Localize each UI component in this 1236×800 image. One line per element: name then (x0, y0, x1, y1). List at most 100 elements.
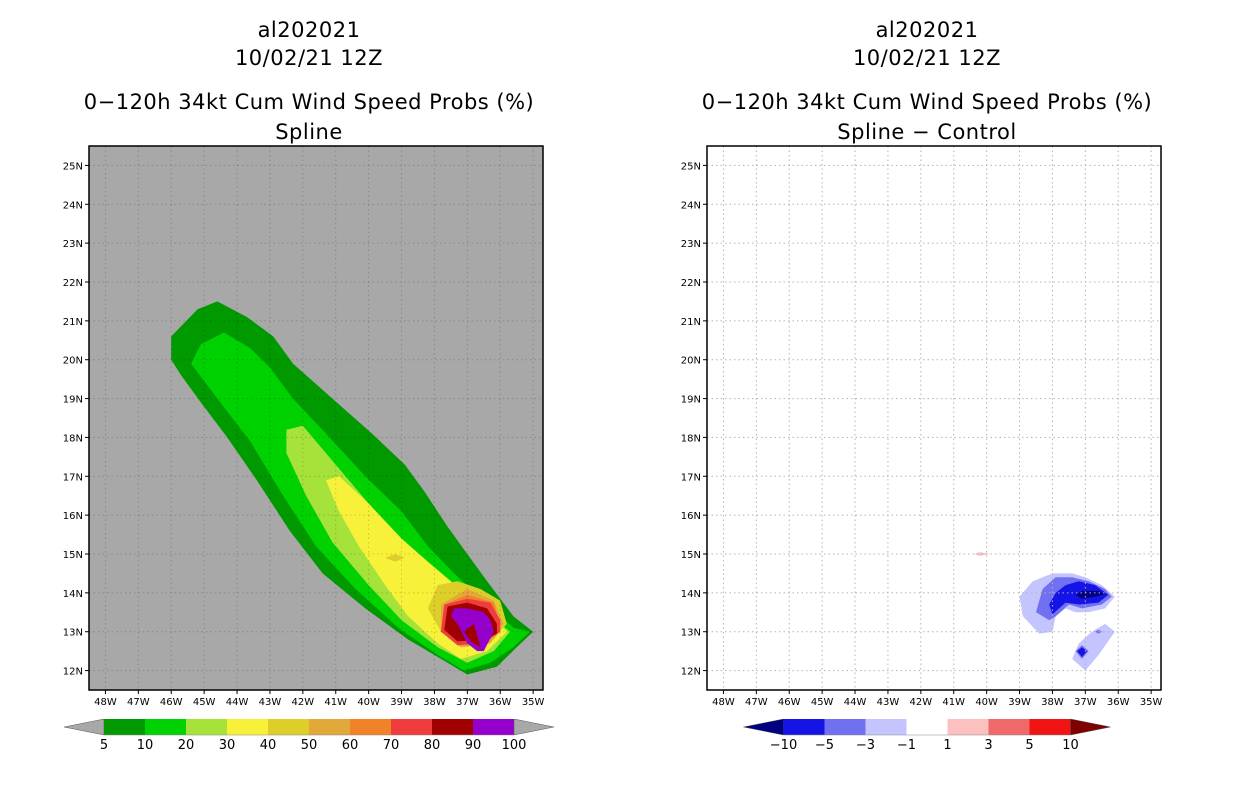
colorbar-under-triangle (63, 718, 105, 736)
right-panel: al202021 10/02/21 12Z 0−120h 34kt Cum Wi… (618, 0, 1236, 800)
colorbar-label: 5 (100, 738, 108, 753)
plot-frame (88, 145, 544, 691)
y-tick-label-18n: 18N (681, 433, 701, 444)
y-tick-label-18n: 18N (63, 433, 83, 444)
x-tick-label-37w: 37W (456, 697, 479, 708)
x-tick-label-38w: 38W (1041, 697, 1064, 708)
y-tick-label-24n: 24N (63, 200, 83, 211)
left-chart-title: 0−120h 34kt Cum Wind Speed Probs (%) (83, 90, 535, 114)
x-tick-label-45w: 45W (193, 697, 216, 708)
colorbar-swatch-0 (104, 719, 145, 735)
colorbar-swatch-6 (1029, 719, 1071, 735)
colorbar-swatch-5 (988, 719, 1030, 735)
y-tick-label-14n: 14N (681, 589, 701, 600)
colorbar-swatch-1 (145, 719, 186, 735)
y-tick-label-19n: 19N (681, 395, 701, 406)
y-tick-label-15n: 15N (63, 550, 83, 561)
right-storm-id: al202021 (875, 18, 979, 42)
right-chart-subtitle: Spline − Control (837, 120, 1017, 144)
x-tick-label-45w: 45W (811, 697, 834, 708)
left-storm-id: al202021 (257, 18, 361, 42)
y-tick-label-25n: 25N (63, 161, 83, 172)
y-tick-label-21n: 21N (681, 317, 701, 328)
colorbar-swatch-4 (947, 719, 989, 735)
colorbar-label: 10 (1062, 738, 1079, 753)
colorbar-swatch-0 (783, 719, 825, 735)
contour-level-90-11 (464, 623, 481, 648)
x-tick-label-38w: 38W (423, 697, 446, 708)
x-tick-label-44w: 44W (844, 697, 867, 708)
x-tick-label-47w: 47W (745, 697, 768, 708)
y-tick-label-17n: 17N (681, 472, 701, 483)
colorbar-label: 5 (1025, 738, 1033, 753)
colorbar-label: 10 (137, 738, 154, 753)
colorbar-label: 80 (424, 738, 441, 753)
colorbar-swatch-2 (186, 719, 227, 735)
colorbar-label: 3 (984, 738, 992, 753)
colorbar-swatch-1 (824, 719, 866, 735)
x-tick-label-39w: 39W (1008, 697, 1031, 708)
y-tick-label-20n: 20N (63, 356, 83, 367)
y-tick-label-16n: 16N (63, 511, 83, 522)
left-panel: al202021 10/02/21 12Z 0−120h 34kt Cum Wi… (63, 18, 555, 753)
colorbar-label: 100 (502, 738, 527, 753)
x-tick-label-35w: 35W (522, 697, 545, 708)
colorbar-over-triangle (513, 718, 555, 736)
left-chart: 48W 47W 46W 45W 44W 43W 42W 41W 40W 39W 38W 37W 36W 3… (63, 145, 555, 753)
colorbar-label: 20 (178, 738, 195, 753)
x-tick-label-44w: 44W (226, 697, 249, 708)
y-tick-label-12n: 12N (681, 667, 701, 678)
colorbar-swatch-9 (473, 719, 514, 735)
x-tick-label-46w: 46W (160, 697, 183, 708)
y-tick-label-25n: 25N (681, 161, 701, 172)
colorbar-swatch-3 (906, 719, 948, 735)
colorbar-swatch-3 (227, 719, 268, 735)
colorbar-label: −5 (815, 738, 834, 753)
y-tick-label-15n: 15N (681, 550, 701, 561)
y-tick-label-13n: 13N (63, 628, 83, 639)
x-tick-label-39w: 39W (390, 697, 413, 708)
colorbar-label: −3 (856, 738, 875, 753)
y-tick-label-12n: 12N (63, 667, 83, 678)
y-tick-label-19n: 19N (63, 395, 83, 406)
plot-frame (706, 145, 1162, 691)
y-tick-label-21n: 21N (63, 317, 83, 328)
colorbar-swatch-6 (350, 719, 391, 735)
x-tick-label-36w: 36W (489, 697, 512, 708)
y-tick-label-17n: 17N (63, 472, 83, 483)
left-date: 10/02/21 12Z (234, 46, 384, 70)
colorbar-under-triangle (743, 718, 784, 736)
right-chart: 48W 47W 46W 45W 44W 43W 42W 41W 40W 39W 38W 37W 36W 3… (681, 145, 1163, 753)
x-tick-label-37w: 37W (1074, 697, 1097, 708)
colorbar-label: 1 (943, 738, 951, 753)
x-tick-label-40w: 40W (975, 697, 998, 708)
colorbar-label: −10 (770, 738, 797, 753)
x-tick-label-36w: 36W (1107, 697, 1130, 708)
y-tick-label-16n: 16N (681, 511, 701, 522)
x-tick-label-41w: 41W (324, 697, 347, 708)
colorbar-swatch-7 (391, 719, 432, 735)
x-tick-label-48w: 48W (712, 697, 735, 708)
colorbar-label: 60 (342, 738, 359, 753)
contour-level-neg5-6 (1049, 581, 1109, 615)
colorbar-label: 70 (383, 738, 400, 753)
x-tick-label-46w: 46W (778, 697, 801, 708)
colorbar-swatch-8 (432, 719, 473, 735)
colorbar-label: 40 (260, 738, 277, 753)
y-tick-label-24n: 24N (681, 200, 701, 211)
contour-level-neg10-8 (1075, 590, 1106, 599)
colorbar-swatch-5 (309, 719, 350, 735)
x-tick-label-43w: 43W (877, 697, 900, 708)
colorbar-label: 30 (219, 738, 236, 753)
x-tick-label-43w: 43W (259, 697, 282, 708)
x-tick-label-48w: 48W (94, 697, 117, 708)
x-tick-label-47w: 47W (127, 697, 150, 708)
right-date: 10/02/21 12Z (852, 46, 1002, 70)
y-tick-label-22n: 22N (681, 278, 701, 289)
colorbar-over-triangle (1070, 718, 1111, 736)
colorbar-label: −1 (897, 738, 916, 753)
y-tick-label-23n: 23N (681, 239, 701, 250)
y-tick-label-23n: 23N (63, 239, 83, 250)
colorbar-swatch-4 (268, 719, 309, 735)
right-chart-title: 0−120h 34kt Cum Wind Speed Probs (%) (701, 90, 1153, 114)
